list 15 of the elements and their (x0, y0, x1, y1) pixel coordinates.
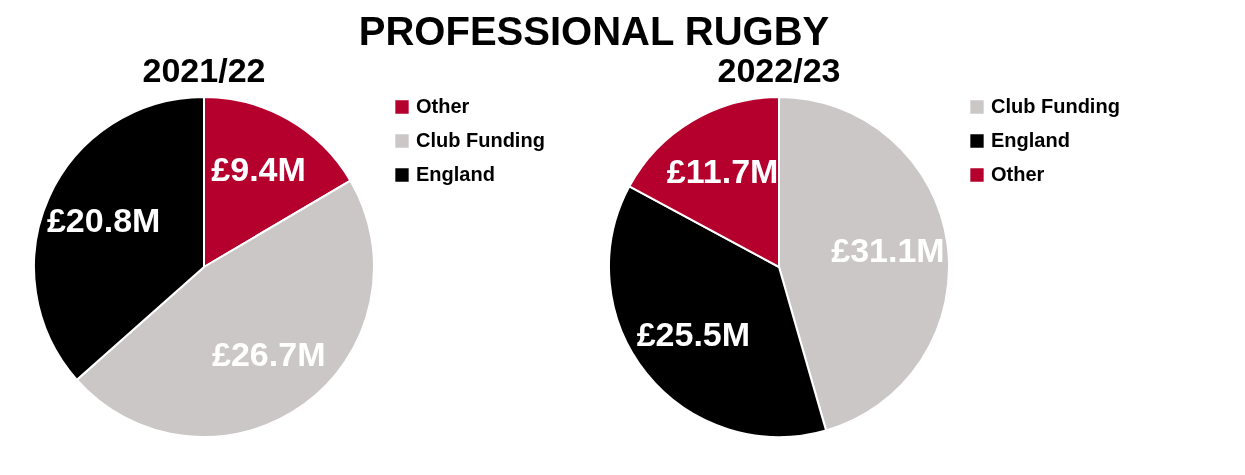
legend-label: Other (416, 95, 470, 117)
data-label: £25.5M (636, 315, 751, 354)
legend-label: Club Funding (991, 95, 1120, 117)
legend-label: Other (991, 163, 1045, 185)
data-label: £31.1M (831, 230, 945, 269)
data-label: £26.7M (212, 334, 326, 373)
data-label: £11.7M (666, 151, 779, 190)
data-label: £20.8M (46, 200, 161, 239)
legend-label: England (416, 163, 495, 185)
data-label: £9.4M (211, 150, 306, 189)
chart-title: 2021/22 (142, 51, 266, 89)
chart-title: 2022/23 (717, 51, 841, 89)
legend-label: England (991, 129, 1070, 151)
legend-label: Club Funding (416, 129, 545, 151)
text: PROFESSIONAL RUGBY (358, 9, 830, 53)
